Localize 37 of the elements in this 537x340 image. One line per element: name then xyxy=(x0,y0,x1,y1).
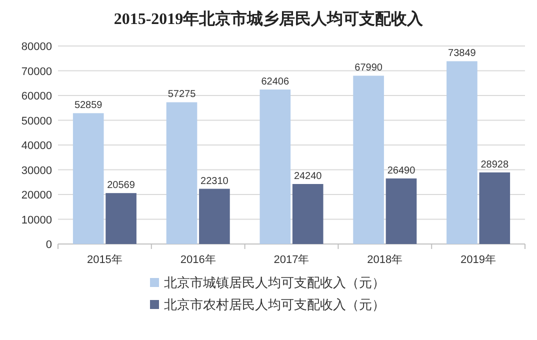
x-tick-label: 2019年 xyxy=(460,254,496,266)
x-tick-label: 2017年 xyxy=(274,254,310,266)
data-label: 28928 xyxy=(480,159,509,170)
bar xyxy=(72,113,104,244)
legend-label: 北京市农村居民人均可支配收入（元） xyxy=(164,297,385,312)
bar xyxy=(386,178,417,244)
y-tick-label: 20000 xyxy=(21,190,52,202)
y-tick-label: 70000 xyxy=(21,66,52,78)
data-label: 62406 xyxy=(261,76,290,88)
bar xyxy=(106,193,136,244)
data-label: 73849 xyxy=(448,48,476,60)
x-tick-label: 2015年 xyxy=(86,254,122,266)
y-tick-label: 0 xyxy=(46,239,52,251)
data-label: 20569 xyxy=(107,180,136,192)
data-label: 22310 xyxy=(200,176,229,187)
bar xyxy=(446,61,478,244)
y-tick-label: 10000 xyxy=(21,214,52,226)
bar xyxy=(260,90,291,244)
legend-label: 北京市城镇居民人均可支配收入（元） xyxy=(164,275,385,290)
y-tick-label: 50000 xyxy=(21,115,52,128)
data-label: 24240 xyxy=(294,171,322,182)
x-tick-label: 2016年 xyxy=(180,254,216,266)
data-label: 57275 xyxy=(168,89,196,100)
y-tick-label: 60000 xyxy=(21,90,52,102)
x-tick-label: 2018年 xyxy=(367,254,403,266)
data-label: 67990 xyxy=(354,62,383,74)
bar xyxy=(199,188,230,244)
data-label: 52859 xyxy=(74,100,103,112)
bar xyxy=(479,172,510,244)
bar xyxy=(166,102,198,244)
y-tick-label: 80000 xyxy=(21,41,52,53)
data-label: 26490 xyxy=(387,165,416,176)
bar xyxy=(353,76,384,244)
bar xyxy=(292,184,324,244)
chart-title: 2015-2019年北京市城乡居民人均可支配收入 xyxy=(114,10,424,28)
y-tick-label: 30000 xyxy=(21,164,52,177)
y-tick-label: 40000 xyxy=(21,140,52,152)
